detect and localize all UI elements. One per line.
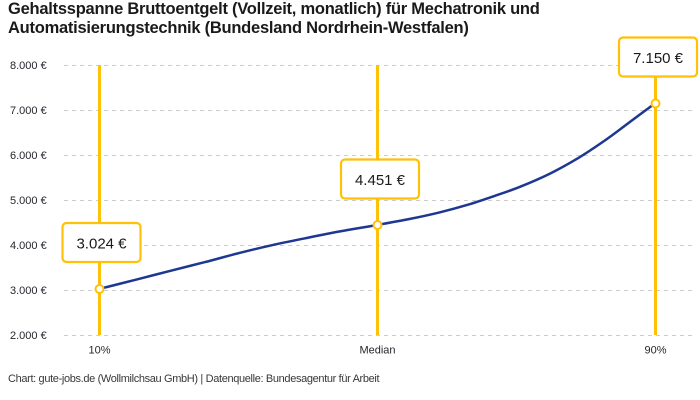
svg-text:2.000 €: 2.000 € bbox=[10, 330, 47, 342]
svg-text:90%: 90% bbox=[644, 345, 666, 357]
svg-text:4.000 €: 4.000 € bbox=[10, 240, 47, 252]
svg-text:3.024 €: 3.024 € bbox=[76, 236, 127, 253]
svg-text:5.000 €: 5.000 € bbox=[10, 195, 47, 207]
svg-text:6.000 €: 6.000 € bbox=[10, 150, 47, 162]
svg-text:7.150 €: 7.150 € bbox=[633, 50, 684, 67]
svg-text:3.000 €: 3.000 € bbox=[10, 285, 47, 297]
svg-text:10%: 10% bbox=[88, 345, 110, 357]
svg-text:4.451 €: 4.451 € bbox=[355, 172, 406, 189]
svg-text:8.000 €: 8.000 € bbox=[10, 60, 47, 72]
svg-text:7.000 €: 7.000 € bbox=[10, 105, 47, 117]
svg-text:Median: Median bbox=[359, 345, 395, 357]
